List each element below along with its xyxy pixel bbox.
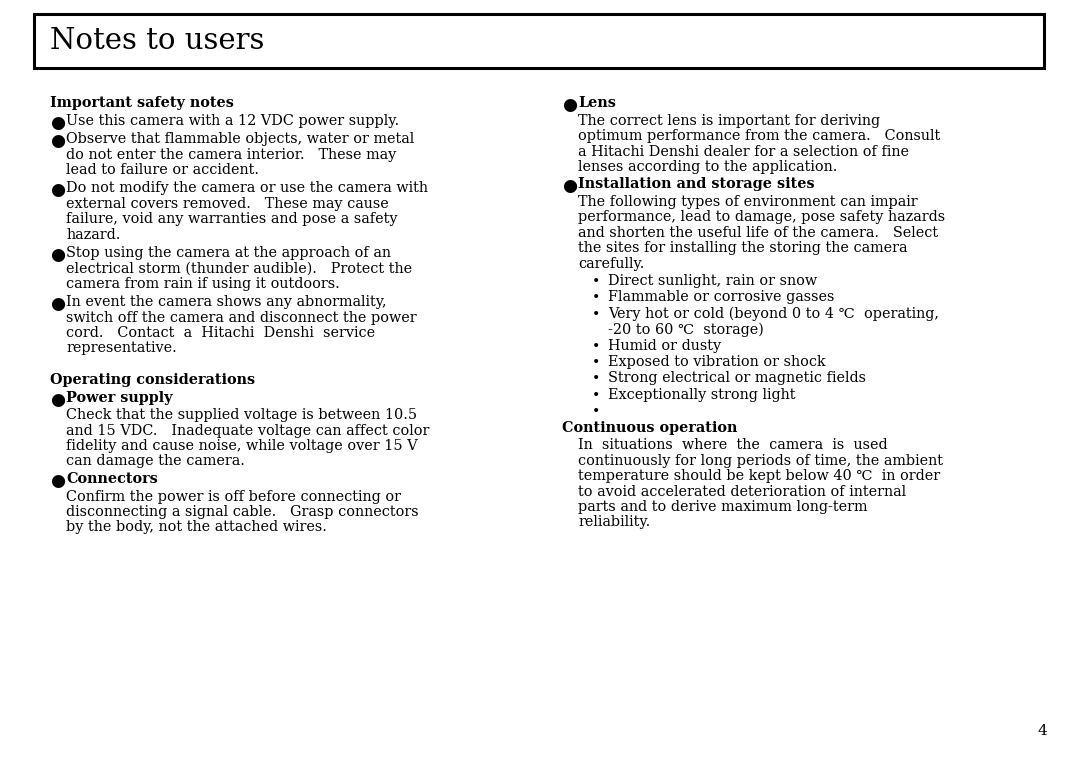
Text: Stop using the camera at the approach of an: Stop using the camera at the approach of…: [66, 246, 391, 260]
Text: do not enter the camera interior.   These may: do not enter the camera interior. These …: [66, 148, 396, 162]
Text: •: •: [592, 373, 600, 386]
Text: •: •: [592, 308, 600, 322]
Text: Installation and storage sites: Installation and storage sites: [578, 178, 814, 191]
Text: a Hitachi Denshi dealer for a selection of fine: a Hitachi Denshi dealer for a selection …: [578, 145, 909, 158]
Text: switch off the camera and disconnect the power: switch off the camera and disconnect the…: [66, 310, 417, 325]
Text: •: •: [592, 356, 600, 370]
Text: electrical storm (thunder audible).   Protect the: electrical storm (thunder audible). Prot…: [66, 261, 413, 275]
Text: Exceptionally strong light: Exceptionally strong light: [608, 388, 796, 402]
Text: 4: 4: [1037, 724, 1047, 738]
Text: In  situations  where  the  camera  is  used: In situations where the camera is used: [578, 438, 888, 453]
Text: temperature should be kept below 40 ℃  in order: temperature should be kept below 40 ℃ in…: [578, 469, 940, 483]
Text: and 15 VDC.   Inadequate voltage can affect color: and 15 VDC. Inadequate voltage can affec…: [66, 424, 430, 437]
Text: hazard.: hazard.: [66, 228, 120, 242]
Text: ●: ●: [50, 247, 65, 264]
Text: ●: ●: [50, 472, 65, 490]
Text: performance, lead to damage, pose safety hazards: performance, lead to damage, pose safety…: [578, 210, 945, 225]
Text: Exposed to vibration or shock: Exposed to vibration or shock: [608, 355, 825, 369]
Text: ●: ●: [50, 115, 65, 132]
Text: Continuous operation: Continuous operation: [562, 421, 738, 434]
Text: Power supply: Power supply: [66, 390, 173, 405]
Text: ●: ●: [50, 133, 65, 150]
Text: representative.: representative.: [66, 341, 177, 355]
Text: Confirm the power is off before connecting or: Confirm the power is off before connecti…: [66, 489, 401, 504]
Text: -20 to 60 ℃  storage): -20 to 60 ℃ storage): [608, 322, 764, 337]
Text: camera from rain if using it outdoors.: camera from rain if using it outdoors.: [66, 277, 340, 291]
Text: lenses according to the application.: lenses according to the application.: [578, 160, 837, 174]
Text: Flammable or corrosive gasses: Flammable or corrosive gasses: [608, 290, 835, 305]
Text: fidelity and cause noise, while voltage over 15 V: fidelity and cause noise, while voltage …: [66, 439, 418, 453]
Text: failure, void any warranties and pose a safety: failure, void any warranties and pose a …: [66, 212, 397, 226]
Text: •: •: [592, 405, 600, 419]
Text: Important safety notes: Important safety notes: [50, 96, 234, 110]
Text: ●: ●: [50, 392, 65, 408]
Text: Do not modify the camera or use the camera with: Do not modify the camera or use the came…: [66, 181, 428, 195]
Text: to avoid accelerated deterioration of internal: to avoid accelerated deterioration of in…: [578, 485, 906, 498]
Text: •: •: [592, 340, 600, 354]
Text: The correct lens is important for deriving: The correct lens is important for derivi…: [578, 114, 880, 128]
Text: optimum performance from the camera.   Consult: optimum performance from the camera. Con…: [578, 129, 941, 143]
Text: ●: ●: [562, 97, 577, 114]
Text: Humid or dusty: Humid or dusty: [608, 338, 721, 353]
Text: carefully.: carefully.: [578, 257, 645, 271]
Text: the sites for installing the storing the camera: the sites for installing the storing the…: [578, 242, 907, 255]
Text: external covers removed.   These may cause: external covers removed. These may cause: [66, 197, 389, 211]
Text: •: •: [592, 291, 600, 306]
Text: and shorten the useful life of the camera.   Select: and shorten the useful life of the camer…: [578, 226, 939, 240]
Text: •: •: [592, 389, 600, 403]
Text: ●: ●: [562, 178, 577, 195]
Text: can damage the camera.: can damage the camera.: [66, 454, 245, 469]
Text: Strong electrical or magnetic fields: Strong electrical or magnetic fields: [608, 371, 866, 386]
Text: Operating considerations: Operating considerations: [50, 373, 255, 387]
Text: lead to failure or accident.: lead to failure or accident.: [66, 163, 259, 177]
Text: ●: ●: [50, 296, 65, 313]
Text: Check that the supplied voltage is between 10.5: Check that the supplied voltage is betwe…: [66, 408, 417, 422]
Text: In event the camera shows any abnormality,: In event the camera shows any abnormalit…: [66, 295, 387, 309]
Text: disconnecting a signal cable.   Grasp connectors: disconnecting a signal cable. Grasp conn…: [66, 505, 419, 519]
Text: Direct sunlight, rain or snow: Direct sunlight, rain or snow: [608, 274, 818, 288]
Text: •: •: [592, 275, 600, 289]
FancyBboxPatch shape: [33, 14, 1044, 68]
Text: Connectors: Connectors: [66, 472, 158, 486]
Text: ●: ●: [50, 182, 65, 200]
Text: cord.   Contact  a  Hitachi  Denshi  service: cord. Contact a Hitachi Denshi service: [66, 326, 375, 340]
Text: Observe that flammable objects, water or metal: Observe that flammable objects, water or…: [66, 132, 415, 146]
Text: by the body, not the attached wires.: by the body, not the attached wires.: [66, 520, 327, 534]
Text: reliability.: reliability.: [578, 515, 650, 530]
Text: The following types of environment can impair: The following types of environment can i…: [578, 195, 918, 209]
Text: parts and to derive maximum long-term: parts and to derive maximum long-term: [578, 500, 867, 514]
Text: Use this camera with a 12 VDC power supply.: Use this camera with a 12 VDC power supp…: [66, 114, 400, 128]
Text: Lens: Lens: [578, 96, 616, 110]
Text: Notes to users: Notes to users: [50, 27, 265, 55]
Text: continuously for long periods of time, the ambient: continuously for long periods of time, t…: [578, 453, 943, 468]
Text: Very hot or cold (beyond 0 to 4 ℃  operating,: Very hot or cold (beyond 0 to 4 ℃ operat…: [608, 307, 939, 322]
